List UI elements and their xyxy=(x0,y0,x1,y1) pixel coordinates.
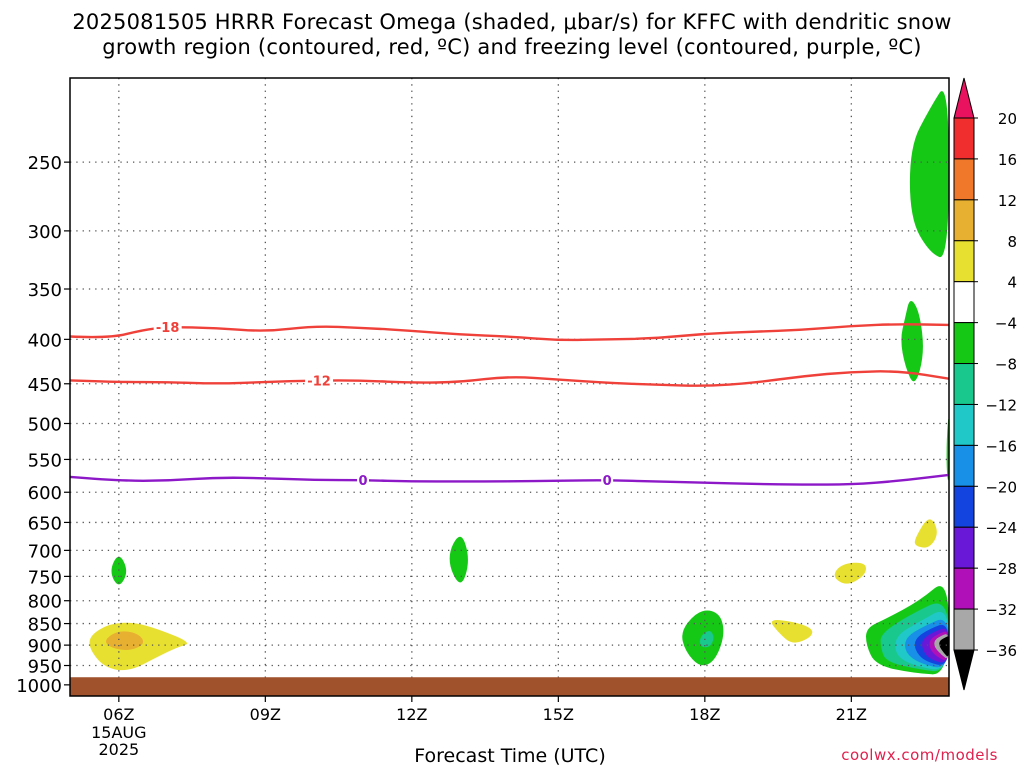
omega-region-11 xyxy=(699,630,714,648)
colorbar-label-5: −4 xyxy=(995,315,1017,333)
x-tick-label-15Z: 15Z xyxy=(543,705,574,724)
y-tick-label-300: 300 xyxy=(28,222,62,243)
x-tick-label-12Z: 12Z xyxy=(396,705,427,724)
omega-region-0 xyxy=(909,91,949,258)
colorbar-box-10 xyxy=(953,526,975,569)
grid-layer xyxy=(70,78,949,696)
colorbar-box-6 xyxy=(953,363,975,405)
omega-region-7 xyxy=(771,620,813,643)
chart-title-line-1: 2025081505 HRRR Forecast Omega (shaded, … xyxy=(72,10,952,34)
ground-layer xyxy=(70,677,949,696)
x-tick-sublabel-1: 2025 xyxy=(98,740,139,759)
ground-fill xyxy=(70,677,949,696)
x-tick-label-09Z: 09Z xyxy=(250,705,281,724)
y-tick-label-400: 400 xyxy=(28,330,62,351)
omega-region-4 xyxy=(449,536,468,583)
colorbar-box-7 xyxy=(953,403,975,446)
omega-region-8 xyxy=(834,562,866,584)
colorbar-label-10: −24 xyxy=(985,519,1017,537)
y-tick-label-950: 950 xyxy=(28,657,62,678)
colorbar-bottom-arrow xyxy=(953,649,975,691)
y-tick-label-250: 250 xyxy=(28,153,62,174)
x-tick-label-06Z: 06Z xyxy=(103,705,134,724)
colorbar-label-3: 8 xyxy=(1007,233,1017,251)
colorbar-label-4: 4 xyxy=(1007,274,1017,292)
colorbar-box-3 xyxy=(953,240,975,283)
y-tick-label-700: 700 xyxy=(28,541,62,562)
colorbar-label-0: 20 xyxy=(998,110,1017,128)
colorbar-label-1: 16 xyxy=(998,151,1017,169)
x-tick-label-21Z: 21Z xyxy=(836,705,867,724)
colorbar-top-arrow xyxy=(953,77,975,119)
y-tick-label-750: 750 xyxy=(28,567,62,588)
omega-region-9 xyxy=(914,519,937,548)
omega-colorbar: 20 16 12 8 4 −4 −8 −12 −16 −20 −24 −28 −32 −36 xyxy=(953,77,1017,691)
y-tick-label-800: 800 xyxy=(28,592,62,613)
y-tick-label-350: 350 xyxy=(28,280,62,301)
x-tick-label-18Z: 18Z xyxy=(689,705,720,724)
contour-label-bg xyxy=(305,373,334,388)
contour-label-bg xyxy=(357,473,369,488)
y-tick-label-1000: 1000 xyxy=(16,676,62,697)
y-tick-label-600: 600 xyxy=(28,483,62,504)
contour-line-2 xyxy=(70,473,949,486)
colorbar-box-5 xyxy=(953,322,975,365)
contour-label-bg xyxy=(601,473,614,488)
colorbar-label-13: −36 xyxy=(985,642,1017,660)
pressure-axis: 2503003504004505005506006507007508008509… xyxy=(16,153,70,697)
colorbar-box-8 xyxy=(953,444,975,487)
colorbar-label-11: −28 xyxy=(985,560,1017,578)
contour-label-1-0: -12 xyxy=(307,374,331,389)
contour-line-1 xyxy=(70,370,949,387)
contour-layer: -18 -12 0 0 xyxy=(70,319,949,489)
contour-label-bg xyxy=(153,319,182,334)
y-tick-label-850: 850 xyxy=(28,615,62,636)
colorbar-label-2: 12 xyxy=(998,192,1017,210)
colorbar-label-7: −12 xyxy=(985,396,1017,414)
omega-region-1 xyxy=(901,300,923,382)
colorbar-label-9: −20 xyxy=(985,478,1017,496)
colorbar-label-12: −32 xyxy=(985,601,1017,619)
colorbar-box-9 xyxy=(953,485,975,528)
contour-label-0-0: -18 xyxy=(156,321,180,336)
colorbar-box-0 xyxy=(953,117,975,160)
colorbar-box-12 xyxy=(953,608,975,651)
colorbar-box-1 xyxy=(953,158,975,201)
chart-title-line-2: growth region (contoured, red, ºC) and f… xyxy=(102,35,922,59)
x-tick-sublabel-0: 15AUG xyxy=(91,723,146,742)
colorbar-box-2 xyxy=(953,199,975,242)
plot-frame xyxy=(69,77,950,697)
colorbar-label-8: −16 xyxy=(985,437,1017,455)
y-tick-label-450: 450 xyxy=(28,375,62,396)
x-axis-label: Forecast Time (UTC) xyxy=(414,745,606,767)
omega-region-20 xyxy=(939,636,949,657)
y-tick-label-500: 500 xyxy=(28,414,62,435)
y-tick-label-900: 900 xyxy=(28,636,62,657)
contour-label-2-0: 0 xyxy=(358,474,367,489)
colorbar-box-4 xyxy=(953,281,975,324)
y-tick-label-550: 550 xyxy=(28,450,62,471)
colorbar-label-6: −8 xyxy=(995,356,1017,374)
source-credit: coolwx.com/models xyxy=(841,746,998,764)
y-tick-label-650: 650 xyxy=(28,513,62,534)
colorbar-box-11 xyxy=(953,567,975,610)
contour-label-2-1: 0 xyxy=(603,474,612,489)
contour-line-0 xyxy=(70,323,949,342)
